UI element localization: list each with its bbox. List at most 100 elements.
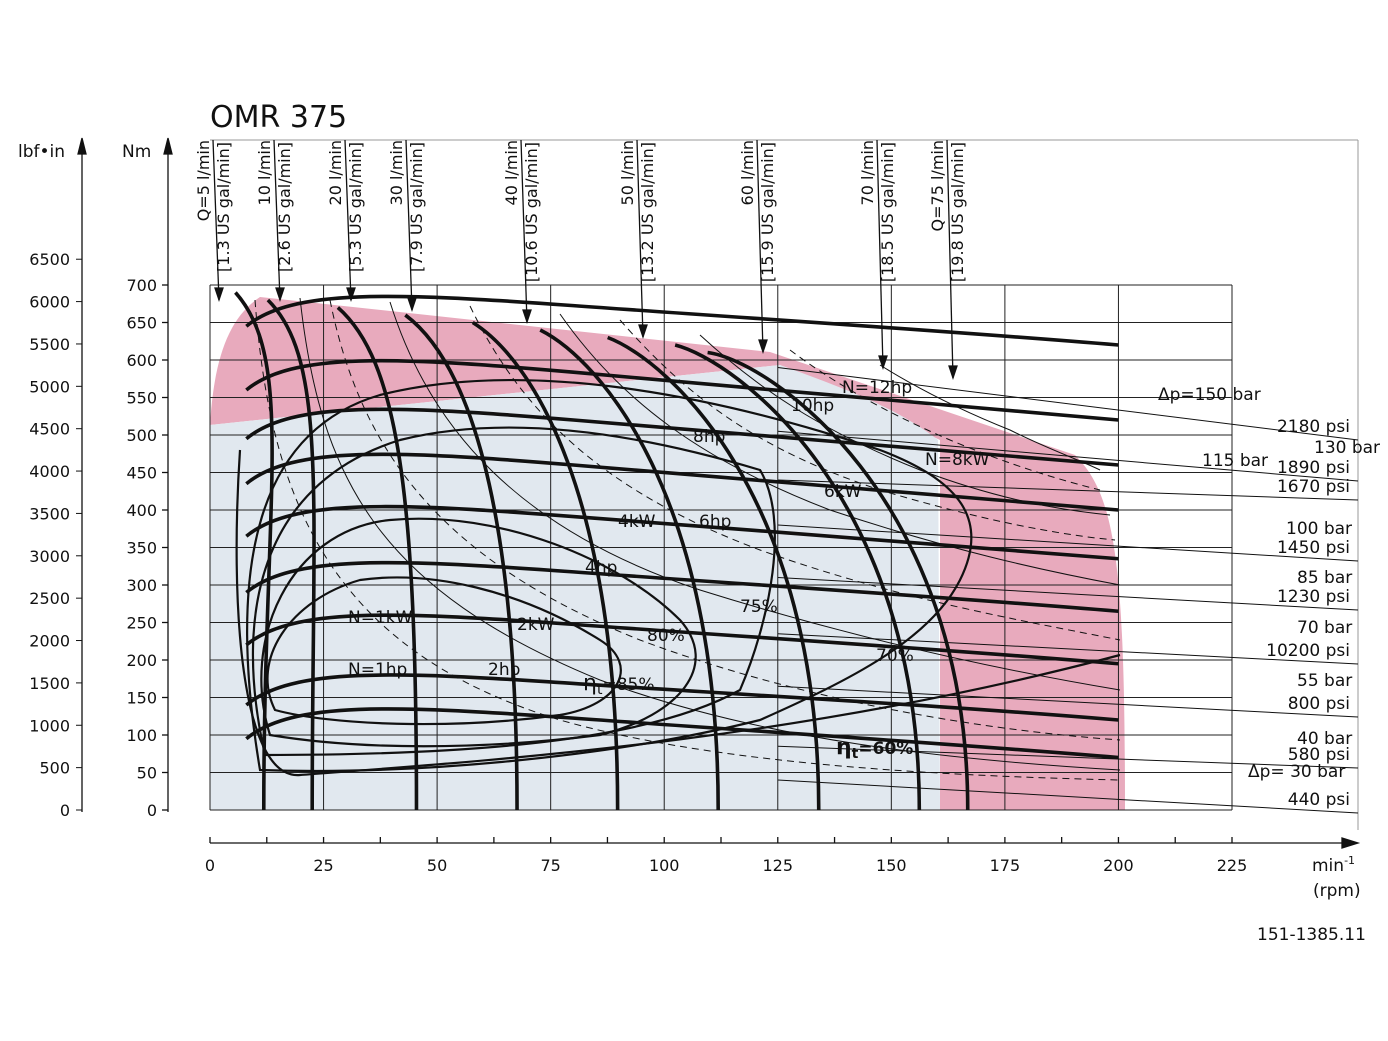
intermittent-region <box>210 297 1125 810</box>
x-tick-label-200: 200 <box>1103 856 1134 875</box>
flow-label-8: Q=75 l/min <box>928 140 947 231</box>
flow-leader-7 <box>876 139 884 369</box>
flow-label-7: 70 l/min <box>858 140 877 205</box>
power-label-4hp: 4hp <box>585 558 617 578</box>
y2-tick-label-1500: 1500 <box>29 674 70 693</box>
y-axis-label-lbfin: lbf•in <box>18 142 65 162</box>
chart-title: OMR 375 <box>210 100 347 135</box>
power-label-1kw: N=1kW <box>348 608 413 628</box>
eta-label-80: 80% <box>647 626 685 646</box>
pressure-curve-5 <box>245 560 1119 614</box>
flow-curve-2 <box>336 306 419 811</box>
pressure-bar-label-2: 115 bar <box>1202 451 1268 471</box>
y-tick-label-50: 50 <box>137 764 157 783</box>
eta-label-60: ηt=60% <box>836 735 913 762</box>
y2-tick-label-5500: 5500 <box>29 335 70 354</box>
flow-curves <box>234 291 970 811</box>
flow-leader-1 <box>273 139 281 301</box>
flow-label-2: 20 l/min <box>326 140 345 205</box>
y-tick-label-550: 550 <box>126 389 157 408</box>
flow-usgal-0: [1.3 US gal/min] <box>214 142 233 272</box>
flow-arrow-2 <box>346 287 356 303</box>
flow-label-3: 30 l/min <box>387 140 406 205</box>
chart-axes <box>77 137 1361 849</box>
flow-arrow-8 <box>948 365 958 381</box>
power-label-1hp: N=1hp <box>348 660 407 680</box>
flow-arrow-4 <box>522 309 532 325</box>
x-axis-label-rpm: (rpm) <box>1313 881 1361 901</box>
y-tick-label-250: 250 <box>126 614 157 633</box>
y-axis-arrow-lbfin <box>77 137 87 155</box>
y2-tick-label-6500: 6500 <box>29 250 70 269</box>
pressure-leader-7 <box>777 745 1359 769</box>
y-tick-label-600: 600 <box>126 351 157 370</box>
y-tick-labels-nm: 0 50 100 150 200 250 300 350 400 450 500 550 600 650 7… <box>126 276 157 820</box>
pressure-psi-label-0: 2180 psi <box>1277 417 1350 437</box>
pressure-psi-label-5: 10200 psi <box>1266 641 1350 661</box>
y-tick-label-300: 300 <box>126 576 157 595</box>
x-tick-labels: 0 25 50 75 100 125 150 175 200 225 <box>205 856 1247 875</box>
flow-leader-3 <box>405 139 413 311</box>
eta-80-contour <box>260 517 697 748</box>
power-label-2hp: 2hp <box>488 660 520 680</box>
y2-tick-label-4000: 4000 <box>29 462 70 481</box>
flow-leader-2 <box>344 139 352 301</box>
power-label-6hp: 6hp <box>699 512 731 532</box>
flow-usgal-1: [2.6 US gal/min] <box>275 142 294 272</box>
y-tick-label-100: 100 <box>126 726 157 745</box>
efficiency-contours <box>235 379 1121 777</box>
pressure-psi-label-4: 1230 psi <box>1277 587 1350 607</box>
flow-label-1: 10 l/min <box>255 140 274 205</box>
flow-usgal-4: [10.6 US gal/min] <box>522 142 541 282</box>
flow-curve-1 <box>266 298 316 811</box>
flow-leader-0 <box>212 139 220 301</box>
pressure-curve-2 <box>245 407 1119 467</box>
pressure-psi-label-6: 800 psi <box>1288 694 1350 714</box>
flow-label-5: 50 l/min <box>618 140 637 205</box>
pressure-curve-0 <box>245 294 1119 347</box>
power-label-4kw: 4kW <box>618 512 656 532</box>
x-tick-label-25: 25 <box>313 856 333 875</box>
y-axis-label-nm: Nm <box>122 142 151 162</box>
y-tick-label-400: 400 <box>126 501 157 520</box>
pressure-psi-label-7: 580 psi <box>1288 745 1350 765</box>
pressure-leader-4 <box>777 577 1359 611</box>
y-tick-label-700: 700 <box>126 276 157 295</box>
pressure-curve-3 <box>245 452 1119 512</box>
flow-curve-0 <box>234 291 274 811</box>
x-tick-label-175: 175 <box>990 856 1021 875</box>
pressure-leader-8 <box>777 779 1359 814</box>
pressure-curve-4 <box>245 504 1119 561</box>
flow-label-4: 40 l/min <box>502 140 521 205</box>
x-tick-label-0: 0 <box>205 856 215 875</box>
y-tick-label-150: 150 <box>126 689 157 708</box>
pressure-curve-1 <box>245 358 1119 422</box>
figure-code: 151-1385.11 <box>1257 925 1366 945</box>
x-tick-label-225: 225 <box>1217 856 1248 875</box>
y2-tick-label-0: 0 <box>60 801 70 820</box>
flow-leader-4 <box>520 139 528 323</box>
power-label-10hp: 10hp <box>791 396 834 416</box>
x-tick-label-100: 100 <box>649 856 680 875</box>
pressure-bar-label-8: Δp= 30 bar <box>1248 762 1345 782</box>
eta-75-contour <box>251 426 776 757</box>
x-tick-label-125: 125 <box>763 856 794 875</box>
pressure-bar-label-0: Δp=150 bar <box>1158 385 1261 405</box>
pressure-bar-label-5: 70 bar <box>1297 618 1352 638</box>
flow-leader-8 <box>946 139 954 379</box>
pressure-psi-label-3: 1450 psi <box>1277 538 1350 558</box>
power-label-2kw: 2kW <box>517 615 555 635</box>
power-label-8kw: N=8kW <box>925 450 990 470</box>
y-tick-label-350: 350 <box>126 539 157 558</box>
flow-arrow-3 <box>407 297 417 313</box>
flow-usgal-5: [13.2 US gal/min] <box>638 142 657 282</box>
flow-arrow-0 <box>214 287 224 303</box>
flow-label-0: Q=5 l/min <box>194 140 213 221</box>
x-tick-label-50: 50 <box>427 856 447 875</box>
pressure-leader-3 <box>777 524 1359 562</box>
pressure-psi-label-8: 440 psi <box>1288 790 1350 810</box>
x-axis-label: min-1 <box>1312 854 1355 876</box>
y2-tick-label-5000: 5000 <box>29 377 70 396</box>
pressure-bar-label-6: 55 bar <box>1297 671 1352 691</box>
